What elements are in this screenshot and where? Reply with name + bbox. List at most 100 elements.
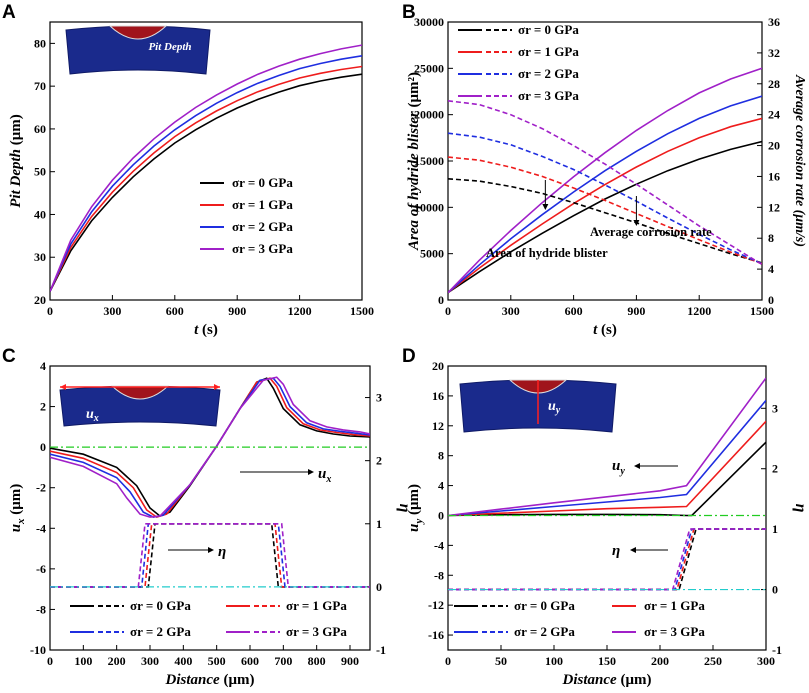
y-tick-label: 20 — [432, 359, 444, 373]
y2-tick-label: 8 — [768, 231, 774, 245]
x-axis-label-var: Distance — [165, 672, 221, 688]
y-tick-label: -10 — [30, 643, 46, 657]
y-tick-label: 8 — [438, 449, 444, 463]
x-tick-label: 800 — [308, 654, 326, 668]
series-line — [50, 55, 362, 292]
panel-label: A — [2, 2, 16, 23]
x-axis-label-unit: (s) — [597, 322, 617, 338]
x-tick-label: 300 — [141, 654, 159, 668]
y2-tick-label: -1 — [376, 643, 386, 657]
y2-tick-label: 20 — [768, 139, 780, 153]
y-tick-label: -12 — [428, 598, 444, 612]
series-line — [50, 523, 370, 588]
y-tick-label: -4 — [434, 538, 444, 552]
annotation-arrowhead — [630, 547, 636, 553]
panel-label: B — [402, 2, 416, 23]
annotation-arrowhead — [208, 547, 214, 553]
series-line — [448, 156, 762, 265]
annotation-arrowhead — [308, 469, 314, 475]
y-tick-label: 25000 — [414, 61, 444, 75]
y-axis-label-var: Area of hydride blister — [406, 111, 422, 251]
series-line — [448, 95, 762, 294]
legend-label: σr = 2 GPa — [232, 219, 293, 234]
x-axis-label: t (s) — [593, 322, 617, 338]
series-line — [50, 73, 362, 292]
y2-tick-label: 12 — [768, 200, 780, 214]
legend-label: σr = 1 GPa — [644, 598, 705, 613]
legend-label: σr = 0 GPa — [232, 175, 293, 190]
inset-uy-sub: y — [555, 405, 561, 416]
series-line — [50, 65, 362, 292]
plot-frame — [49, 365, 371, 651]
legend-label: σr = 2 GPa — [518, 66, 579, 81]
y-axis-label-unit: (μm) — [406, 484, 422, 519]
y-tick-label: 16 — [432, 389, 444, 403]
series-line — [448, 377, 766, 517]
y-axis-label-sub: y — [413, 519, 425, 526]
series-line — [50, 44, 362, 292]
series-line — [448, 441, 766, 517]
x-tick-label: 100 — [545, 654, 563, 668]
x-tick-label: 0 — [47, 304, 53, 318]
legend-label: σr = 2 GPa — [130, 624, 191, 639]
legend-label: σr = 1 GPa — [232, 197, 293, 212]
x-tick-label: 50 — [495, 654, 507, 668]
y2-tick-label: 16 — [768, 169, 780, 183]
x-tick-label: 900 — [228, 304, 246, 318]
y2-tick-label: 1 — [376, 517, 382, 531]
inset-arrowhead — [214, 384, 220, 390]
y-tick-label: 0 — [438, 293, 444, 307]
annotation-eta: η — [612, 543, 620, 559]
y-tick-label: -16 — [428, 628, 444, 642]
y2-axis-label: η — [396, 504, 413, 513]
y-axis-label-unit: (μm²) — [406, 72, 422, 111]
y-tick-label: 10000 — [414, 200, 444, 214]
y-axis-label-var: u — [406, 524, 422, 532]
annotation-ux-var: u — [318, 466, 326, 482]
inset-pit — [110, 385, 170, 400]
y-tick-label: 4 — [438, 479, 444, 493]
y2-tick-label: 0 — [772, 583, 778, 597]
y-tick-label: -8 — [434, 568, 444, 582]
series-line — [448, 399, 766, 517]
y-tick-label: 50 — [34, 165, 46, 179]
series-line — [448, 132, 762, 265]
y2-tick-label: 28 — [768, 77, 780, 91]
x-tick-label: 600 — [166, 304, 184, 318]
legend-label: σr = 2 GPa — [514, 624, 575, 639]
x-axis-label-var: t — [593, 322, 598, 338]
annotation-corrosion-rate: Average corrosion rate — [590, 225, 712, 239]
y-tick-label: -2 — [36, 481, 46, 495]
y-tick-label: 0 — [40, 440, 46, 454]
x-tick-label: 900 — [627, 304, 645, 318]
y-axis-label: ux (μm) — [8, 484, 27, 533]
x-axis-label: Distance (μm) — [562, 672, 652, 688]
y-axis-label-var: Pit Depth — [8, 149, 24, 208]
y-tick-label: 20 — [34, 293, 46, 307]
legend-label: σr = 3 GPa — [644, 624, 705, 639]
series-line — [448, 528, 766, 591]
inset-pit — [108, 25, 168, 40]
x-tick-label: 400 — [174, 654, 192, 668]
y2-tick-label: 32 — [768, 46, 780, 60]
inset-uy-var: u — [548, 399, 556, 414]
y-tick-label: 12 — [432, 419, 444, 433]
x-tick-label: 600 — [241, 654, 259, 668]
series-line — [448, 528, 766, 591]
x-tick-label: 250 — [704, 654, 722, 668]
series-line — [448, 140, 762, 294]
series-line — [50, 523, 370, 588]
inset-label: Pit Depth — [148, 41, 191, 53]
y2-tick-label: 3 — [376, 391, 382, 405]
y-tick-label: 2 — [40, 400, 46, 414]
x-tick-label: 900 — [341, 654, 359, 668]
x-tick-label: 200 — [108, 654, 126, 668]
x-tick-label: 150 — [598, 654, 616, 668]
y-tick-label: 5000 — [420, 247, 444, 261]
plot-frame — [49, 21, 363, 301]
x-tick-label: 700 — [274, 654, 292, 668]
y-axis-label: Pit Depth (μm) — [8, 114, 24, 208]
series-line — [448, 528, 766, 591]
inset-arrowhead — [60, 384, 66, 390]
annotation-uy-var: u — [612, 458, 620, 474]
